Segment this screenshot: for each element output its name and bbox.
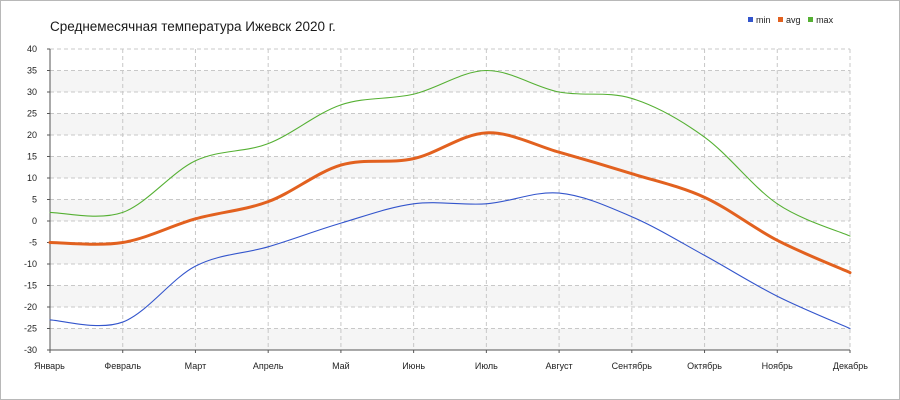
series-line-min: [49, 192, 851, 330]
data-point-avg: [340, 164, 342, 166]
y-tick-label: -20: [24, 302, 37, 312]
data-point-avg: [776, 240, 778, 242]
y-tick-label: 15: [27, 152, 37, 162]
data-point-min: [49, 319, 51, 321]
plot-band-shaded: [50, 242, 850, 264]
y-tick-label: -5: [29, 238, 37, 248]
data-point-max: [558, 91, 560, 93]
y-tick-label: -10: [24, 259, 37, 269]
plot-band-shaded: [50, 328, 850, 350]
plot-band-shaded: [50, 113, 850, 135]
data-point-max: [849, 235, 851, 237]
legend-label-min: min: [756, 15, 771, 25]
series-line-max: [49, 69, 851, 237]
data-point-min: [631, 216, 633, 218]
legend-swatch-min: [748, 17, 753, 22]
x-tick-label: Февраль: [104, 361, 141, 371]
y-tick-label: -25: [24, 324, 37, 334]
legend-item-avg: avg: [778, 15, 801, 25]
x-tick-label: Октябрь: [687, 361, 722, 371]
plot-band-shaded: [50, 70, 850, 92]
x-tick-label: Март: [185, 361, 207, 371]
data-point-min: [340, 222, 342, 224]
y-tick-label: 0: [32, 216, 37, 226]
data-point-min: [558, 192, 560, 194]
plot-band-shaded: [50, 199, 850, 221]
data-point-avg: [704, 197, 706, 199]
data-point-min: [122, 321, 124, 323]
x-tick-label: Май: [332, 361, 350, 371]
legend-item-max: max: [808, 15, 833, 25]
data-point-max: [195, 160, 197, 162]
data-point-avg: [122, 242, 124, 244]
data-point-max: [704, 136, 706, 138]
y-tick-label: -15: [24, 281, 37, 291]
data-point-avg: [486, 132, 488, 134]
x-tick-label: Декабрь: [833, 361, 868, 371]
series-line-avg: [48, 131, 852, 275]
data-point-avg: [49, 242, 51, 244]
y-tick-label: 35: [27, 66, 37, 76]
data-point-avg: [267, 201, 269, 203]
y-tick-label: 25: [27, 109, 37, 119]
data-point-avg: [849, 272, 851, 274]
legend-swatch-avg: [778, 17, 784, 22]
data-point-avg: [631, 173, 633, 175]
x-tick-label: Июль: [475, 361, 498, 371]
data-point-min: [413, 203, 415, 205]
data-point-min: [486, 203, 488, 205]
data-point-max: [49, 212, 51, 214]
data-point-max: [776, 203, 778, 205]
x-tick-label: Январь: [34, 361, 65, 371]
x-tick-label: Июнь: [402, 361, 425, 371]
legend-item-min: min: [748, 15, 771, 25]
data-point-avg: [413, 158, 415, 160]
data-point-min: [849, 328, 851, 330]
y-tick-label: 30: [27, 87, 37, 97]
chart-title: Среднемесячная температура Ижевск 2020 г…: [50, 19, 336, 34]
y-tick-label: 20: [27, 130, 37, 140]
legend-swatch-max: [808, 17, 814, 22]
legend-label-avg: avg: [786, 15, 801, 25]
plot-band-shaded: [50, 285, 850, 307]
data-point-max: [631, 98, 633, 100]
data-point-max: [486, 70, 488, 72]
plot-band-shaded: [50, 156, 850, 178]
legend-label-max: max: [816, 15, 834, 25]
y-tick-label: 10: [27, 173, 37, 183]
data-point-avg: [558, 151, 560, 153]
y-tick-label: 5: [32, 195, 37, 205]
data-point-max: [122, 212, 124, 214]
x-tick-label: Ноябрь: [762, 361, 794, 371]
data-point-max: [267, 143, 269, 145]
y-tick-label: -30: [24, 345, 37, 355]
x-tick-label: Сентябрь: [612, 361, 653, 371]
data-point-max: [340, 104, 342, 106]
data-point-avg: [195, 218, 197, 220]
data-point-min: [704, 255, 706, 257]
x-tick-label: Апрель: [253, 361, 284, 371]
data-point-min: [195, 265, 197, 267]
chart-legend: min avg max: [748, 15, 838, 25]
y-tick-label: 40: [27, 44, 37, 54]
x-tick-label: Август: [546, 361, 573, 371]
data-point-min: [776, 295, 778, 297]
data-point-max: [413, 93, 415, 95]
data-point-min: [267, 246, 269, 248]
